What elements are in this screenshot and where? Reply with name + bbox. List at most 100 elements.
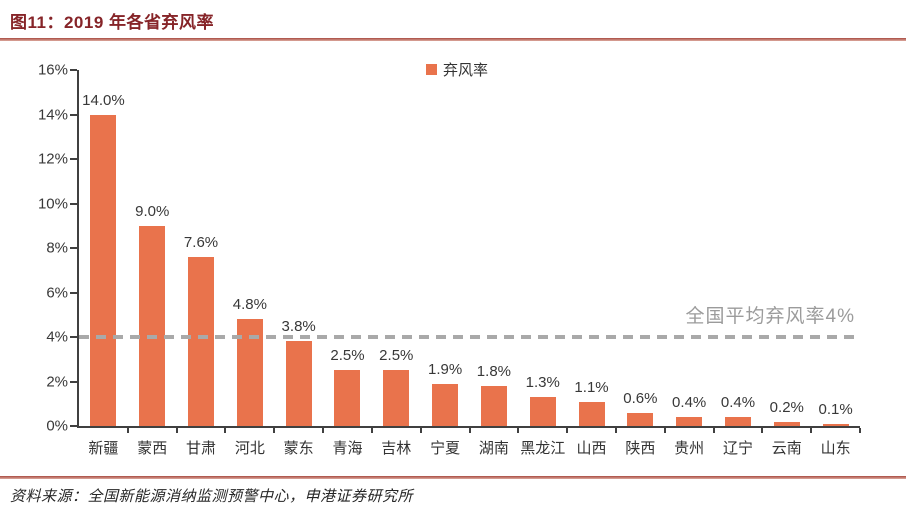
y-axis-label: 12% bbox=[37, 150, 68, 168]
y-axis-label: 6% bbox=[46, 284, 68, 301]
x-axis-tick bbox=[224, 428, 227, 433]
bar bbox=[578, 401, 605, 426]
y-axis-tick bbox=[70, 380, 77, 383]
x-axis-label: 青海 bbox=[332, 440, 363, 457]
average-line-annotation: 全国平均弃风率4% bbox=[685, 306, 855, 327]
category-slot: 9.0% 蒙西 bbox=[128, 70, 178, 457]
category-slot: 1.9% 宁夏 bbox=[421, 70, 471, 457]
bar bbox=[480, 385, 507, 426]
x-axis-tick bbox=[712, 428, 715, 433]
category-slot: 1.3% 黑龙江 bbox=[518, 70, 569, 457]
x-axis-tick bbox=[761, 428, 764, 433]
x-axis-tick bbox=[859, 428, 861, 433]
x-axis-label: 湖南 bbox=[478, 440, 509, 457]
bar bbox=[627, 412, 654, 426]
y-axis-label: 16% bbox=[37, 61, 68, 79]
x-axis-label: 新疆 bbox=[88, 440, 119, 457]
x-axis-tick bbox=[614, 428, 617, 433]
y-axis-label: 8% bbox=[46, 239, 68, 257]
category-slot: 7.6% 甘肃 bbox=[177, 70, 227, 457]
bar-chart-plot-area: 14.0% 新疆 9.0% 蒙西 7.6% 甘肃 4.8% 河北 3.8% 蒙东 2.5% 青海 2.5… bbox=[38, 62, 861, 457]
category-slot: 0.1% 山东 bbox=[811, 70, 861, 457]
bar-value-label: 4.8% bbox=[232, 296, 267, 314]
footer-divider-rule bbox=[0, 476, 906, 479]
category-slot: 1.8% 湖南 bbox=[470, 70, 520, 457]
y-axis-label: 4% bbox=[46, 328, 68, 346]
x-axis-label: 蒙东 bbox=[283, 440, 314, 457]
y-axis-tick bbox=[70, 247, 77, 249]
bar bbox=[724, 417, 751, 426]
y-axis-tick bbox=[70, 291, 77, 294]
y-axis-tick bbox=[70, 425, 77, 427]
x-axis-label: 吉林 bbox=[381, 440, 412, 457]
bar bbox=[383, 370, 410, 426]
x-axis-label: 云南 bbox=[771, 440, 802, 457]
x-axis-label: 甘肃 bbox=[186, 440, 217, 457]
y-axis-tick bbox=[70, 69, 77, 71]
bar-value-label: 3.8% bbox=[281, 318, 316, 336]
x-axis-tick bbox=[419, 428, 422, 433]
category-slot: 0.4% 贵州 bbox=[665, 70, 715, 457]
bar-value-label: 9.0% bbox=[135, 202, 170, 220]
bar bbox=[529, 397, 556, 426]
bar-value-label: 1.3% bbox=[525, 374, 560, 392]
source-note: 资料来源：全国新能源消纳监测预警中心，申港证券研究所 bbox=[10, 489, 414, 505]
category-slot: 0.2% 云南 bbox=[762, 70, 813, 457]
bar-value-label: 0.1% bbox=[818, 400, 853, 418]
chart-legend: 弃风率 bbox=[426, 59, 488, 80]
x-axis-label: 陕西 bbox=[625, 440, 656, 457]
bar bbox=[188, 256, 215, 426]
bar-value-label: 7.6% bbox=[183, 233, 219, 251]
bar-value-label: 1.8% bbox=[476, 362, 512, 380]
category-slot: 14.0% 新疆 bbox=[79, 70, 129, 457]
x-axis-tick bbox=[663, 428, 666, 433]
y-axis-label: 14% bbox=[37, 106, 68, 123]
bar bbox=[432, 383, 459, 426]
y-axis-tick bbox=[70, 113, 77, 116]
bar bbox=[285, 341, 312, 426]
x-axis-tick bbox=[126, 428, 129, 433]
category-slot: 2.5% 青海 bbox=[323, 70, 373, 457]
bar-value-label: 2.5% bbox=[330, 347, 365, 365]
category-slot: 1.1% 山西 bbox=[567, 70, 617, 457]
bar bbox=[773, 421, 800, 426]
x-axis-label: 蒙西 bbox=[137, 440, 168, 457]
y-axis-label: 2% bbox=[46, 373, 68, 390]
legend-label: 弃风率 bbox=[443, 62, 489, 79]
category-slot: 0.4% 辽宁 bbox=[714, 70, 764, 457]
bar bbox=[90, 114, 117, 426]
average-dashed-line bbox=[79, 335, 860, 339]
figure-title: 图11：2019 年各省弃风率 bbox=[10, 13, 215, 32]
category-slot: 3.8% 蒙东 bbox=[274, 70, 325, 457]
bar-value-label: 14.0% bbox=[82, 91, 125, 109]
bar-value-label: 1.9% bbox=[427, 360, 463, 378]
bar bbox=[822, 423, 849, 426]
x-axis-tick bbox=[468, 428, 471, 433]
x-axis-tick bbox=[273, 428, 276, 433]
bar-value-label: 0.6% bbox=[623, 389, 658, 407]
bar bbox=[334, 370, 361, 426]
bar-value-label: 0.4% bbox=[720, 394, 756, 412]
y-axis-tick bbox=[70, 202, 77, 205]
x-axis-label: 河北 bbox=[234, 440, 265, 457]
category-slot: 4.8% 河北 bbox=[225, 70, 276, 457]
legend-swatch-icon bbox=[426, 64, 437, 75]
y-axis-tick bbox=[70, 336, 77, 338]
x-axis-tick bbox=[810, 428, 813, 433]
category-slot: 0.6% 陕西 bbox=[616, 70, 666, 457]
x-axis-tick bbox=[322, 428, 325, 433]
x-axis-label: 宁夏 bbox=[430, 440, 461, 457]
y-axis-label: 0% bbox=[46, 417, 68, 435]
x-axis-label: 山西 bbox=[576, 440, 607, 457]
x-axis-tick bbox=[175, 428, 178, 433]
bar-slots-container: 14.0% 新疆 9.0% 蒙西 7.6% 甘肃 4.8% 河北 3.8% 蒙东 2.5% 青海 2.5… bbox=[79, 70, 861, 457]
x-axis-label: 贵州 bbox=[674, 440, 705, 457]
x-axis-label: 辽宁 bbox=[722, 440, 753, 457]
bar-value-label: 1.1% bbox=[574, 378, 609, 396]
y-axis-tick bbox=[70, 158, 77, 160]
x-axis-tick bbox=[566, 428, 569, 433]
category-slot: 2.5% 吉林 bbox=[372, 70, 422, 457]
bar-value-label: 2.5% bbox=[379, 347, 414, 365]
title-divider-rule bbox=[0, 38, 906, 41]
x-axis-tick bbox=[370, 428, 373, 433]
